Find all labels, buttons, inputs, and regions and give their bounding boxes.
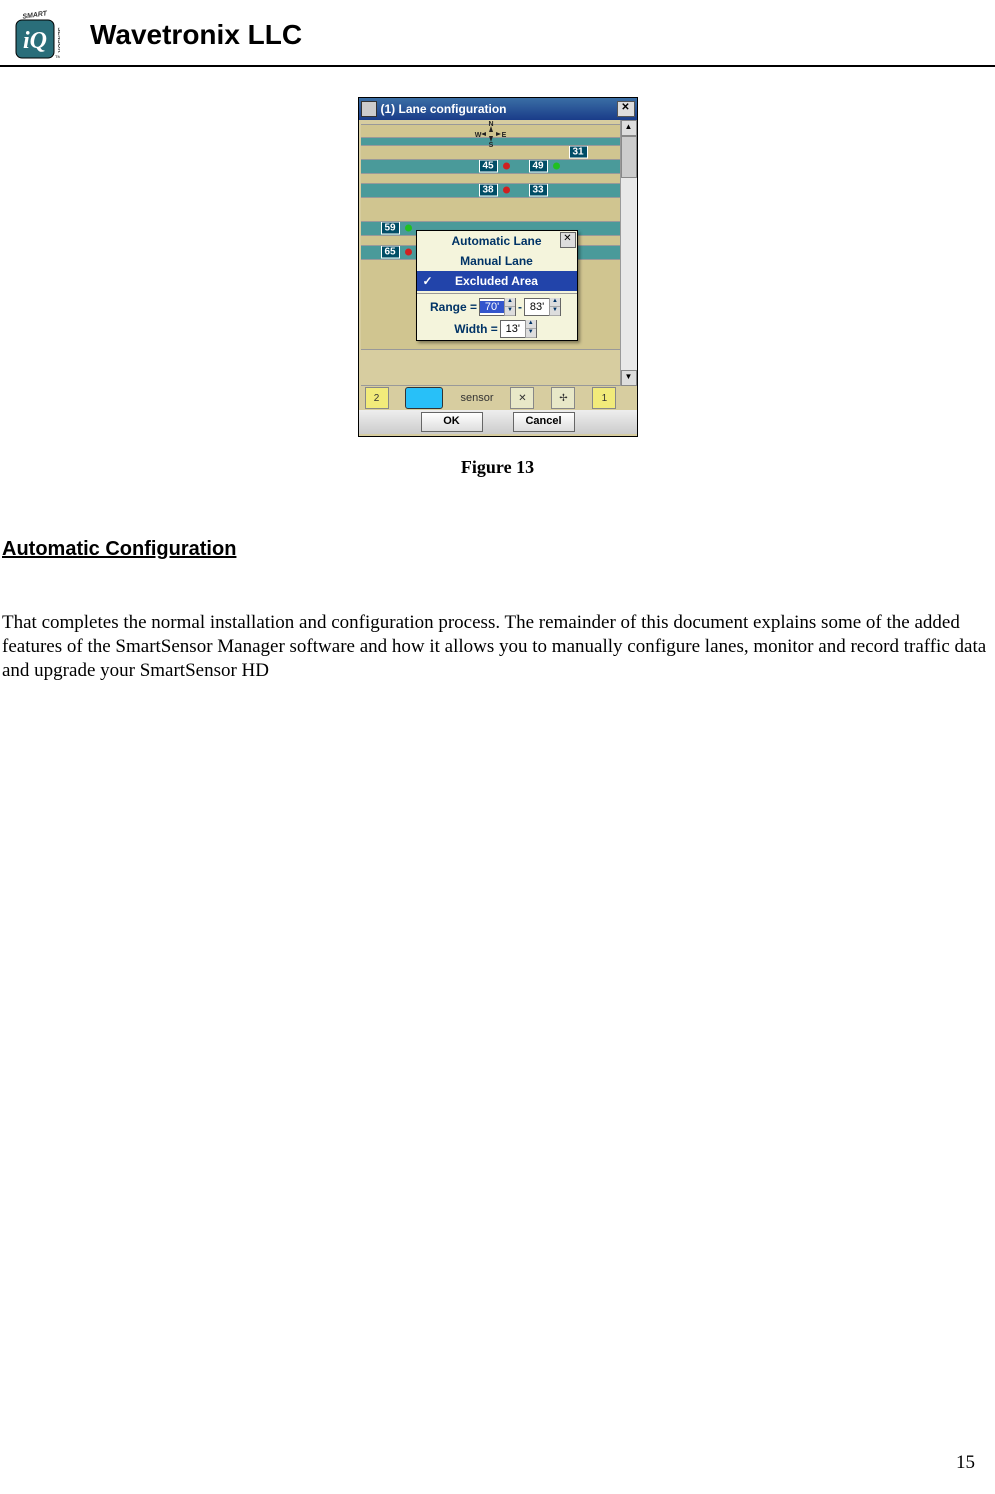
range-label: Range = bbox=[430, 300, 477, 314]
lane-row[interactable]: 38 33 bbox=[361, 182, 621, 198]
button-bar: OK Cancel bbox=[359, 410, 637, 434]
dialog-title: (1) Lane configuration bbox=[381, 102, 617, 116]
scroll-down-icon[interactable]: ▼ bbox=[621, 370, 637, 386]
bottom-toolbar: 2 sensor ✕ ✢ 1 bbox=[361, 385, 621, 410]
bottom-right-badge[interactable]: 1 bbox=[592, 387, 616, 409]
car-icon[interactable] bbox=[405, 387, 443, 409]
lane-row[interactable]: 45 49 bbox=[361, 158, 621, 174]
lane-dot-icon bbox=[553, 163, 560, 170]
range-from-stepper[interactable]: ▲▼ bbox=[479, 298, 516, 316]
lane-dot-icon bbox=[503, 163, 510, 170]
header-rule bbox=[0, 65, 995, 67]
lanes-canvas: 65593833454931 N S W E ✕ Automa bbox=[361, 120, 621, 386]
popup-menu-item[interactable]: Automatic Lane bbox=[417, 231, 577, 251]
lane-value-badge: 49 bbox=[529, 160, 548, 173]
page: SMART SENSOR iQ TM Wavetronix LLC (1) La… bbox=[0, 0, 995, 1494]
sys-icon bbox=[361, 101, 377, 117]
up-icon[interactable]: ▲ bbox=[526, 320, 536, 329]
scroll-up-icon[interactable]: ▲ bbox=[621, 120, 637, 136]
lane-popup: ✕ Automatic LaneManual LaneExcluded Area… bbox=[416, 230, 578, 341]
logo-letters: iQ bbox=[23, 28, 47, 54]
ok-button[interactable]: OK bbox=[421, 412, 483, 432]
popup-menu-item[interactable]: Excluded Area bbox=[417, 271, 577, 291]
width-row: Width = ▲▼ bbox=[417, 318, 577, 340]
close-icon[interactable]: ✕ bbox=[617, 101, 635, 117]
logo-side-text: SENSOR bbox=[56, 27, 60, 53]
lane-dot-icon bbox=[405, 225, 412, 232]
lane-dot-icon bbox=[503, 187, 510, 194]
range-to-stepper[interactable]: ▲▼ bbox=[524, 298, 561, 316]
scroll-thumb[interactable] bbox=[621, 136, 637, 178]
lane-row[interactable] bbox=[361, 196, 621, 222]
lane-config-dialog: (1) Lane configuration ✕ 65593833454931 … bbox=[358, 97, 638, 437]
popup-menu-item[interactable]: Manual Lane bbox=[417, 251, 577, 271]
body-paragraph: That completes the normal installation a… bbox=[0, 611, 995, 682]
svg-text:E: E bbox=[501, 132, 506, 139]
logo-top-text: SMART bbox=[22, 10, 48, 20]
compass-mini-icon[interactable]: ✢ bbox=[551, 387, 575, 409]
up-icon[interactable]: ▲ bbox=[550, 298, 560, 307]
lane-value-badge: 33 bbox=[529, 184, 548, 197]
vertical-scrollbar[interactable]: ▲ ▼ bbox=[620, 120, 637, 386]
lane-value-badge: 45 bbox=[479, 160, 498, 173]
page-number: 15 bbox=[956, 1452, 975, 1474]
compass-icon: N S W E bbox=[473, 120, 509, 148]
width-input[interactable] bbox=[501, 323, 525, 335]
figure-caption: Figure 13 bbox=[0, 457, 995, 478]
up-icon[interactable]: ▲ bbox=[505, 298, 515, 307]
section-title: Automatic Configuration bbox=[0, 538, 995, 561]
header-row: SMART SENSOR iQ TM Wavetronix LLC bbox=[0, 10, 995, 65]
lane-value-badge: 38 bbox=[479, 184, 498, 197]
down-icon[interactable]: ▼ bbox=[505, 307, 515, 316]
lane-value-badge: 59 bbox=[381, 222, 400, 235]
svg-text:S: S bbox=[488, 142, 493, 148]
wrench-icon[interactable]: ✕ bbox=[510, 387, 534, 409]
lane-dot-icon bbox=[405, 249, 412, 256]
smartsensor-logo: SMART SENSOR iQ TM bbox=[10, 10, 60, 60]
dialog-titlebar: (1) Lane configuration ✕ bbox=[359, 98, 637, 120]
lane-value-badge: 65 bbox=[381, 246, 400, 259]
width-label: Width = bbox=[454, 322, 498, 336]
range-from-input[interactable] bbox=[480, 301, 504, 313]
logo-tm: TM bbox=[55, 54, 60, 59]
range-to-input[interactable] bbox=[525, 301, 549, 313]
bottom-left-badge[interactable]: 2 bbox=[365, 387, 389, 409]
lane-value-badge: 31 bbox=[569, 146, 588, 159]
range-row: Range = ▲▼ - ▲▼ bbox=[417, 296, 577, 318]
svg-text:W: W bbox=[474, 132, 481, 139]
cancel-button[interactable]: Cancel bbox=[513, 412, 575, 432]
company-name: Wavetronix LLC bbox=[90, 19, 302, 51]
down-icon[interactable]: ▼ bbox=[526, 329, 536, 338]
figure-wrap: (1) Lane configuration ✕ 65593833454931 … bbox=[0, 97, 995, 478]
width-stepper[interactable]: ▲▼ bbox=[500, 320, 537, 338]
popup-close-icon[interactable]: ✕ bbox=[560, 232, 576, 248]
down-icon[interactable]: ▼ bbox=[550, 307, 560, 316]
range-sep: - bbox=[518, 300, 522, 314]
sensor-label: sensor bbox=[460, 392, 493, 404]
